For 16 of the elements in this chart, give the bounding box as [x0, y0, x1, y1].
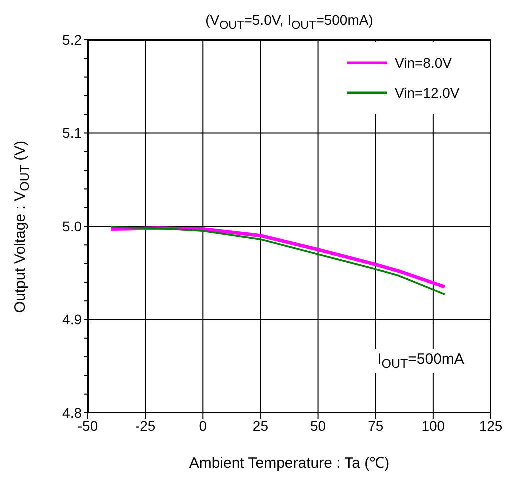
x-tick-label: 75 — [368, 418, 384, 434]
y-tick-label: 5.2 — [62, 32, 82, 48]
x-tick-label: 125 — [479, 418, 503, 434]
y-tick-label: 5.1 — [62, 125, 82, 142]
x-tick-label: 0 — [199, 418, 208, 434]
legend-label: Vin=12.0V — [395, 85, 460, 101]
chart-title: (V$_{OUT}$=5.0V, I$_{OUT}$=500mA) — [206, 12, 374, 32]
y-tick-label: 5.0 — [62, 218, 82, 234]
x-tick-label: 50 — [310, 418, 326, 434]
x-tick-label: 100 — [422, 418, 446, 434]
annotation: I$_{OUT}$=500mA — [378, 351, 464, 371]
legend-label: Vin=8.0V — [395, 55, 452, 71]
x-axis-title: Ambient Temperature : Ta (℃) — [189, 455, 390, 472]
x-tick-label: 25 — [252, 418, 269, 434]
y-tick-label: 4.9 — [62, 312, 82, 328]
x-tick-label: -25 — [135, 418, 156, 434]
